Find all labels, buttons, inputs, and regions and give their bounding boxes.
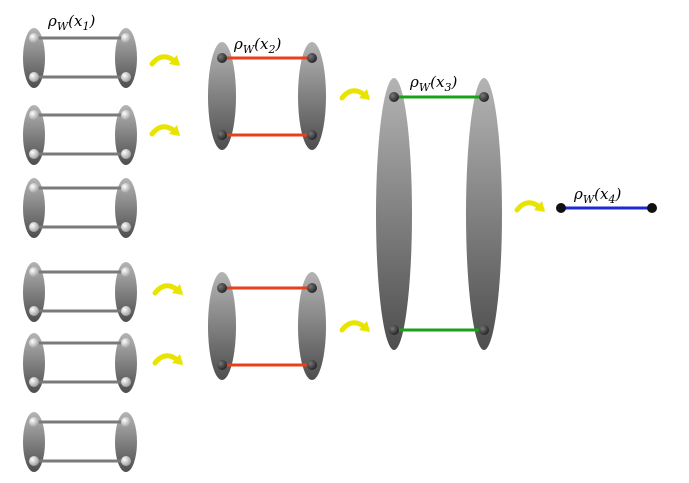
dot xyxy=(121,33,131,43)
ellipse xyxy=(115,28,137,88)
dot xyxy=(121,72,131,82)
dot xyxy=(121,417,131,427)
ellipse xyxy=(23,28,45,88)
dot xyxy=(121,222,131,232)
arrow-head xyxy=(169,55,180,66)
dot xyxy=(217,360,227,370)
dot xyxy=(29,33,39,43)
dot xyxy=(121,377,131,387)
ellipse xyxy=(376,78,412,350)
ellipse xyxy=(298,272,326,380)
dot xyxy=(29,417,39,427)
dot xyxy=(307,130,317,140)
dot xyxy=(29,149,39,159)
ellipse xyxy=(115,412,137,472)
ellipse xyxy=(115,262,137,322)
ellipse xyxy=(23,178,45,238)
dot xyxy=(121,338,131,348)
dot xyxy=(479,92,489,102)
dot xyxy=(29,267,39,277)
ellipse xyxy=(115,105,137,165)
label: ρW(x1) xyxy=(47,12,95,33)
ellipse xyxy=(115,178,137,238)
arrow-head xyxy=(172,354,183,365)
dot xyxy=(29,338,39,348)
dot xyxy=(121,183,131,193)
ellipse xyxy=(208,42,236,150)
dot xyxy=(389,325,399,335)
dot xyxy=(29,377,39,387)
dot xyxy=(121,110,131,120)
dot xyxy=(307,53,317,63)
arrow-head xyxy=(534,201,545,212)
ellipse xyxy=(298,42,326,150)
dot xyxy=(29,456,39,466)
dot xyxy=(29,306,39,316)
ellipse xyxy=(208,272,236,380)
arrow-head xyxy=(359,321,370,332)
ellipse xyxy=(115,333,137,393)
dot xyxy=(121,306,131,316)
dot xyxy=(121,149,131,159)
dot xyxy=(389,92,399,102)
dot xyxy=(29,72,39,82)
dot xyxy=(647,203,657,213)
shapes xyxy=(23,28,657,472)
dot xyxy=(29,183,39,193)
arrow-head xyxy=(359,89,370,100)
dot xyxy=(121,267,131,277)
label: ρW(x3) xyxy=(409,73,457,94)
dot xyxy=(121,456,131,466)
dot xyxy=(307,360,317,370)
ellipse xyxy=(466,78,502,350)
arrow-head xyxy=(169,125,180,136)
dot xyxy=(556,203,566,213)
dot xyxy=(307,283,317,293)
ellipse xyxy=(23,262,45,322)
dot xyxy=(217,130,227,140)
dot xyxy=(29,222,39,232)
ellipse xyxy=(23,333,45,393)
ellipse xyxy=(23,105,45,165)
label: ρW(x2) xyxy=(233,35,281,56)
dot xyxy=(217,53,227,63)
label: ρW(x4) xyxy=(573,185,621,206)
dot xyxy=(217,283,227,293)
dot xyxy=(479,325,489,335)
dot xyxy=(29,110,39,120)
arrow-head xyxy=(172,284,183,295)
ellipse xyxy=(23,412,45,472)
